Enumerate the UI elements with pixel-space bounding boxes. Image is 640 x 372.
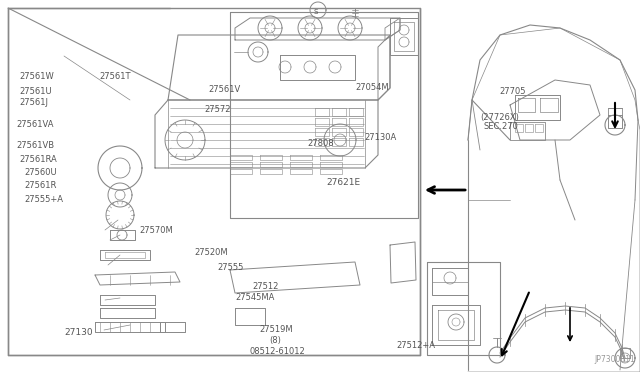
Text: 27545MA: 27545MA [236, 293, 275, 302]
Text: 27520M: 27520M [194, 248, 228, 257]
Text: 27621E: 27621E [326, 178, 360, 187]
Text: 27561VB: 27561VB [16, 141, 54, 150]
Text: 27519M: 27519M [259, 325, 293, 334]
Text: 27561R: 27561R [24, 182, 57, 190]
Text: (27726X): (27726X) [480, 113, 519, 122]
Text: 27561U: 27561U [19, 87, 52, 96]
Text: 27130: 27130 [64, 328, 93, 337]
Text: 27572: 27572 [205, 105, 231, 114]
Text: 27512+A: 27512+A [397, 341, 436, 350]
Text: 27561T: 27561T [99, 72, 131, 81]
Text: 27705: 27705 [499, 87, 525, 96]
Text: JP7300011: JP7300011 [595, 355, 635, 364]
Text: 27561VA: 27561VA [16, 120, 54, 129]
Text: 27512: 27512 [253, 282, 279, 291]
Text: 27561J: 27561J [19, 98, 48, 107]
Text: 27555: 27555 [218, 263, 244, 272]
Text: 27130A: 27130A [365, 133, 397, 142]
Text: (8): (8) [269, 336, 281, 345]
Text: 27808: 27808 [307, 139, 334, 148]
Text: 08512-61012: 08512-61012 [250, 347, 305, 356]
Text: 27561RA: 27561RA [19, 155, 57, 164]
Text: SEC.270: SEC.270 [483, 122, 518, 131]
Text: 27555+A: 27555+A [24, 195, 63, 203]
Text: 27561V: 27561V [208, 85, 240, 94]
Text: 27560U: 27560U [24, 169, 57, 177]
Text: 27561W: 27561W [19, 72, 54, 81]
Text: 27570M: 27570M [140, 226, 173, 235]
Text: 27054M: 27054M [355, 83, 389, 92]
Text: S: S [314, 9, 318, 15]
